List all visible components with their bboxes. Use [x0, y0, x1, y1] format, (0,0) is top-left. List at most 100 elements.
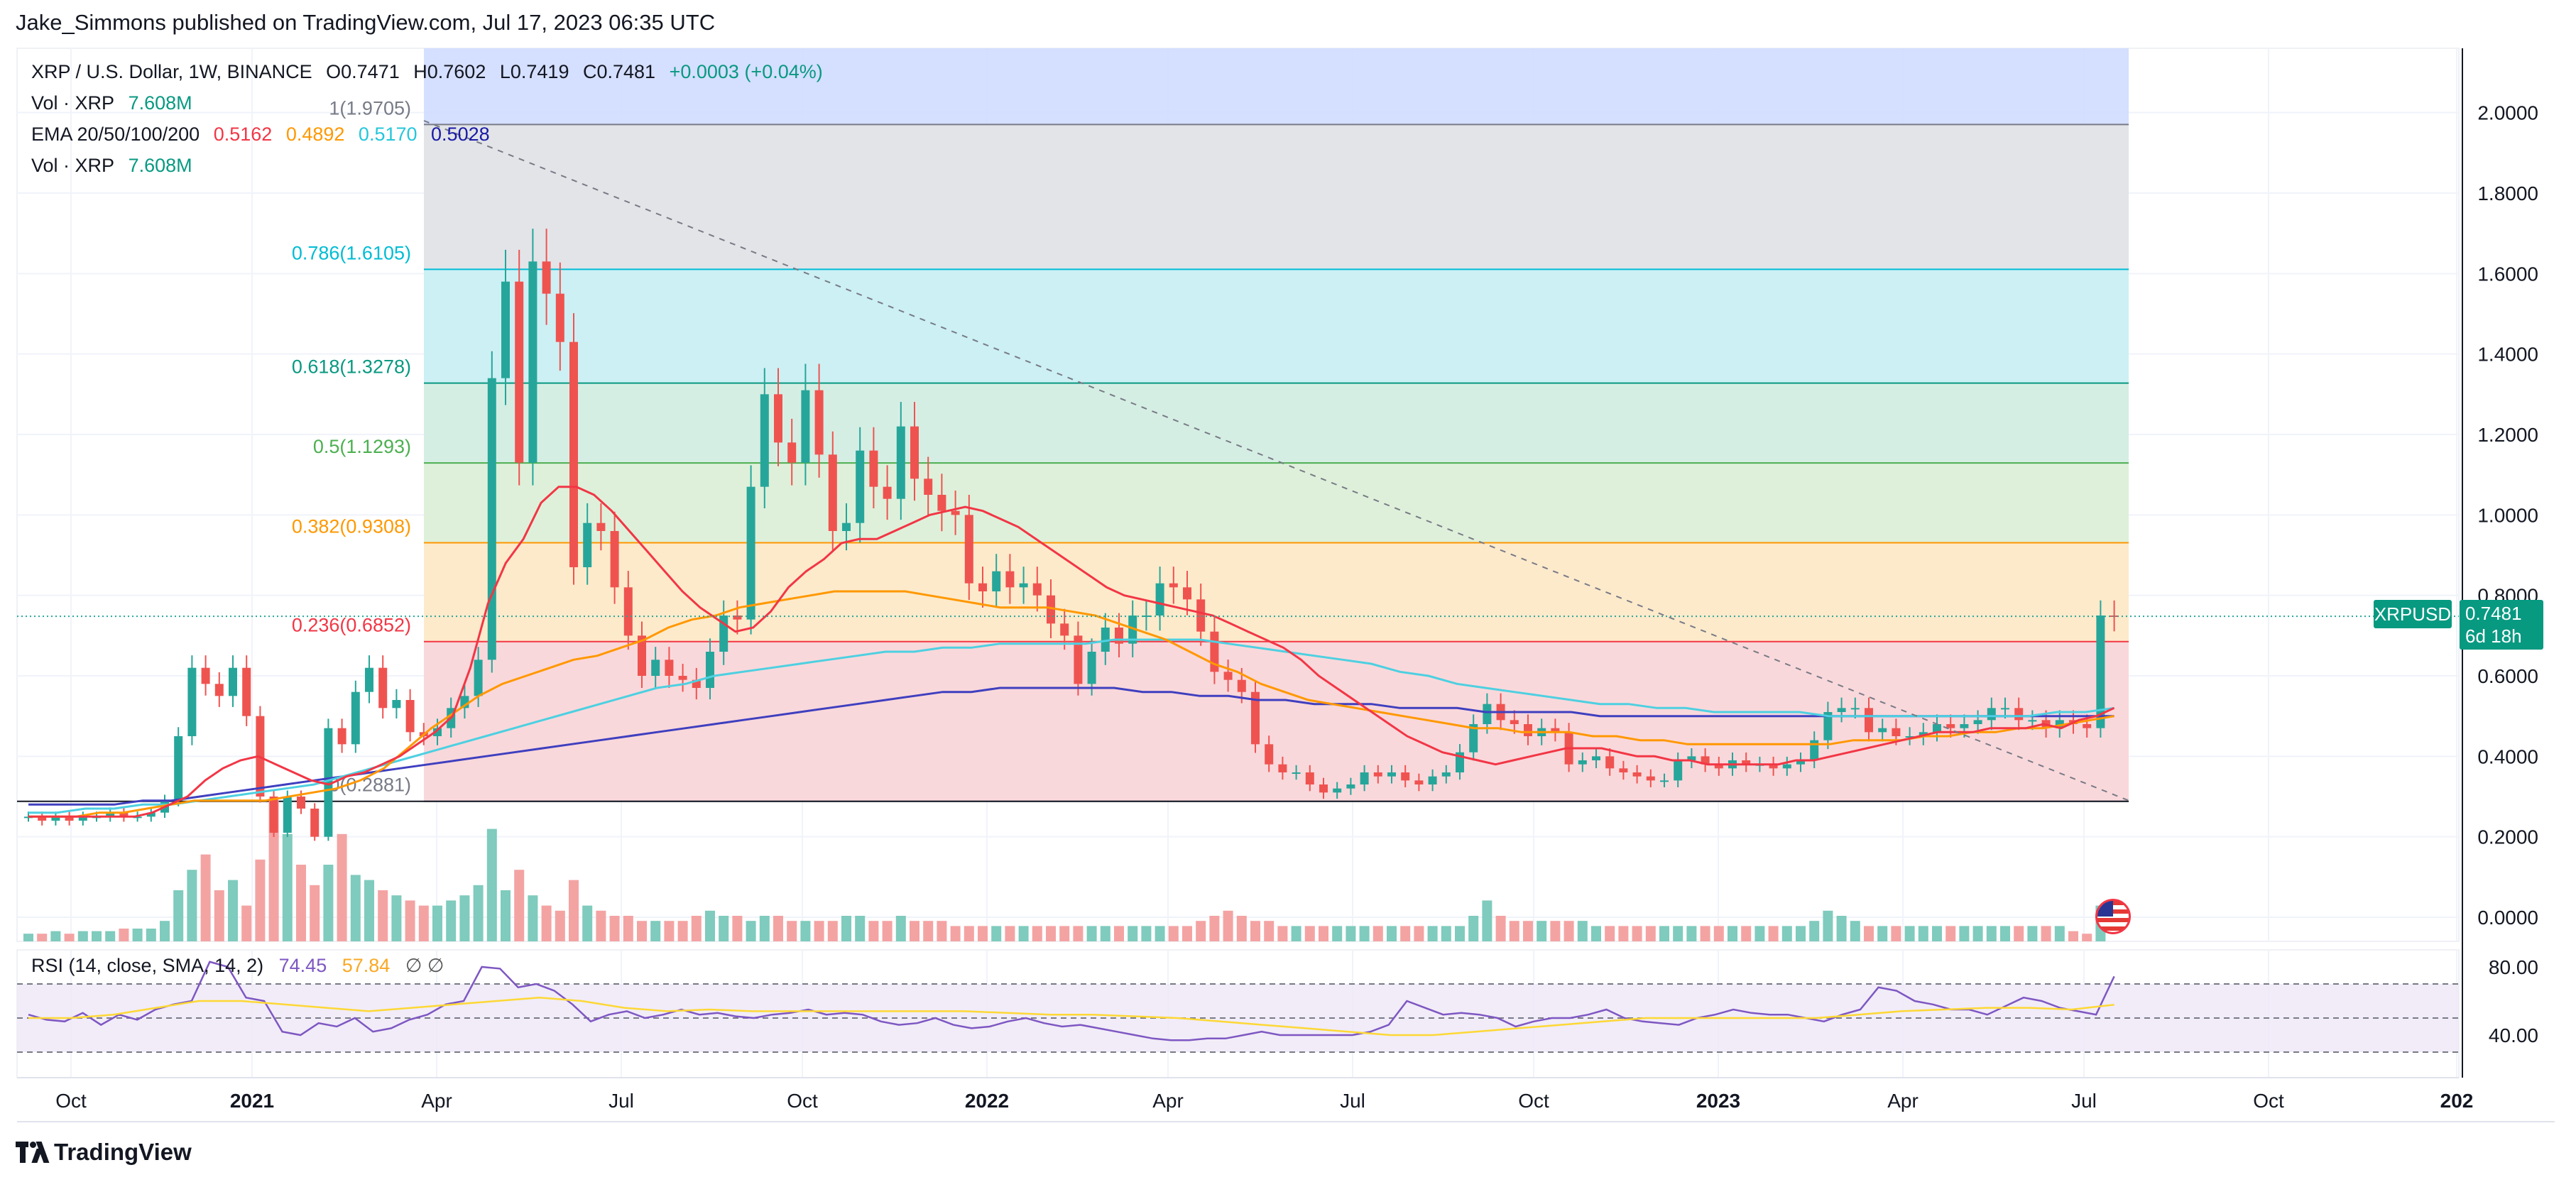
- candle-body: [378, 667, 388, 709]
- volume-bar: [1809, 921, 1820, 941]
- volume-bar: [1632, 926, 1642, 941]
- volume-bar: [37, 934, 48, 941]
- candle-body: [474, 660, 483, 696]
- candle-body: [951, 510, 960, 515]
- volume-bar: [541, 905, 552, 941]
- candle: [787, 418, 797, 486]
- x-tick-label: Jul: [2071, 1090, 2097, 1112]
- candle: [1837, 697, 1846, 723]
- candle: [1973, 710, 1982, 734]
- candle-body: [883, 486, 892, 499]
- y-tick-label: 1.4000: [2477, 344, 2538, 366]
- volume-bar: [937, 921, 947, 941]
- candle: [501, 249, 510, 405]
- volume-bar: [882, 921, 893, 941]
- volume-bar: [337, 833, 347, 941]
- candle-body: [146, 812, 155, 817]
- candle: [555, 262, 564, 371]
- volume-bar: [855, 916, 866, 941]
- candle: [214, 672, 224, 707]
- volume-bar: [2068, 931, 2078, 941]
- candle: [814, 363, 824, 478]
- volume-bar: [1537, 921, 1547, 941]
- candle-body: [1360, 772, 1369, 784]
- candle: [1387, 765, 1396, 784]
- candle-body: [896, 426, 905, 499]
- volume-bar: [759, 916, 770, 941]
- volume-bar: [705, 910, 715, 941]
- x-tick-label: Oct: [2253, 1090, 2284, 1112]
- candle: [569, 313, 578, 585]
- candle-body: [1551, 728, 1560, 733]
- candle: [38, 811, 47, 826]
- candle: [1223, 660, 1233, 692]
- volume-bar: [1891, 926, 1901, 941]
- candle-body: [1578, 760, 1587, 765]
- candle-body: [992, 571, 1001, 591]
- candle: [2055, 710, 2064, 738]
- volume-bar: [950, 926, 961, 941]
- candle-body: [596, 523, 606, 531]
- fib-band: [424, 269, 2129, 383]
- candle-body: [610, 531, 619, 588]
- candle-body: [1005, 571, 1015, 588]
- candle: [1183, 571, 1191, 616]
- candle: [1769, 756, 1778, 776]
- ema100-value: 0.5170: [358, 124, 417, 145]
- candle-body: [515, 281, 524, 463]
- volume-bar: [2000, 926, 2010, 941]
- volume-bar: [1796, 926, 1806, 941]
- fib-level-label: 0.786(1.6105): [292, 242, 411, 263]
- rsi-sma-value: 57.84: [342, 955, 391, 976]
- volume-bar: [514, 870, 525, 941]
- candle-body: [1837, 708, 1846, 712]
- volume-bar: [323, 865, 334, 941]
- price-badge-countdown: 6d 18h: [2465, 625, 2522, 647]
- candle: [1292, 765, 1301, 780]
- x-tick-label: Oct: [55, 1090, 87, 1112]
- volume-value-2: 7.608M: [128, 155, 192, 176]
- rsi-value: 74.45: [278, 955, 327, 976]
- ema-50-line: [28, 590, 2114, 818]
- candle-body: [1892, 728, 1901, 736]
- candle-body: [1155, 583, 1164, 616]
- us-flag-icon[interactable]: [2095, 899, 2131, 934]
- candle: [706, 638, 714, 700]
- candle: [1428, 769, 1437, 792]
- y-tick-label: 1.8000: [2477, 182, 2538, 204]
- volume-bar: [391, 895, 402, 941]
- candle-body: [1687, 756, 1696, 760]
- candle: [1605, 748, 1615, 776]
- y-tick-label: 0.4000: [2477, 745, 2538, 767]
- candle-body: [787, 442, 797, 463]
- ema200-value: 0.5028: [431, 124, 490, 145]
- candle: [1087, 638, 1096, 696]
- x-tick-label: 202: [2440, 1090, 2474, 1112]
- volume-legend-2: Vol · XRP 7.608M: [31, 155, 201, 177]
- volume-bar: [1918, 926, 1928, 941]
- candle: [896, 402, 905, 520]
- volume-bar: [1945, 926, 1956, 941]
- rsi-band: [17, 984, 2459, 1052]
- fib-band: [424, 542, 2129, 642]
- volume-bar: [596, 910, 606, 941]
- volume-bar: [1495, 916, 1506, 941]
- rsi-icons[interactable]: ∅ ∅: [405, 955, 444, 976]
- candle-body: [1469, 724, 1478, 753]
- candle-body: [651, 660, 660, 676]
- volume-bar: [1441, 926, 1451, 941]
- candle: [1782, 756, 1791, 776]
- volume-bar: [732, 916, 743, 941]
- candle-body: [2028, 720, 2037, 722]
- volume-bar: [200, 854, 211, 941]
- candle-body: [910, 426, 919, 479]
- candle-body: [978, 583, 987, 591]
- candle-body: [1074, 635, 1083, 684]
- candle: [269, 790, 278, 837]
- candle-body: [1796, 760, 1805, 765]
- candle: [106, 807, 115, 822]
- rsi-label: RSI (14, close, SMA, 14, 2): [31, 955, 264, 976]
- tradingview-footer[interactable]: TradingView: [16, 1139, 192, 1166]
- volume-bar: [1959, 926, 1970, 941]
